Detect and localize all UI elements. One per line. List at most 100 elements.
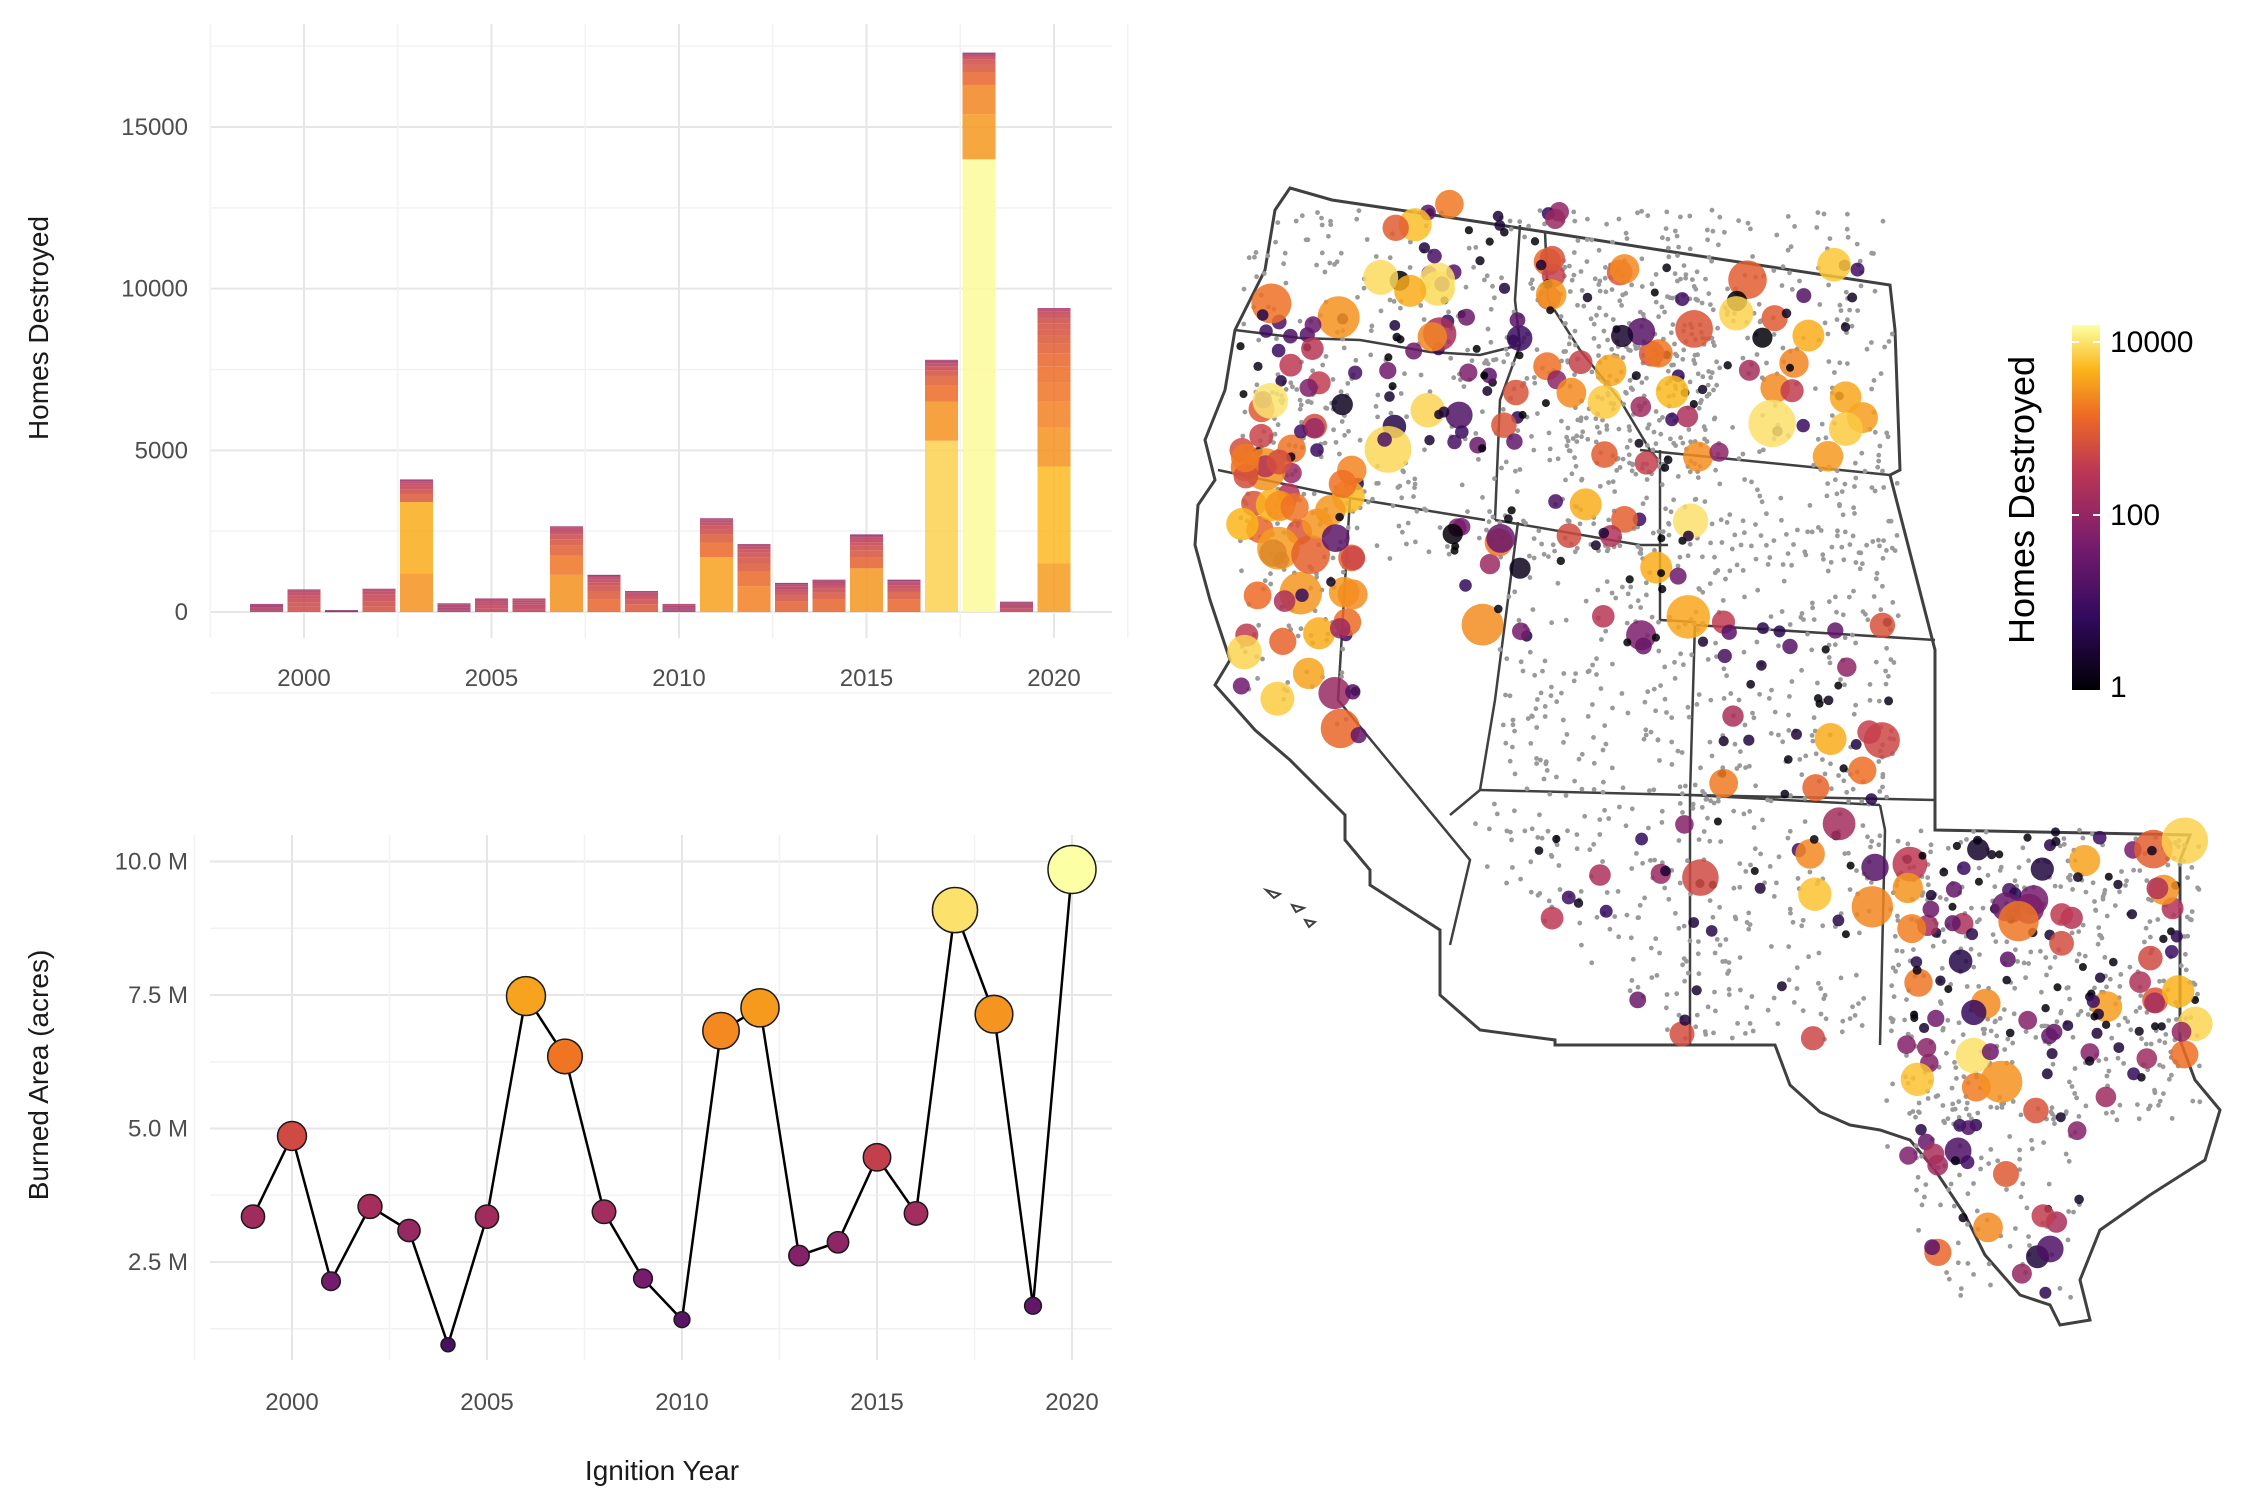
- fire-point: [1792, 319, 1825, 352]
- no-damage-fire-point: [1750, 710, 1755, 716]
- no-damage-fire-point: [1554, 699, 1560, 705]
- bar-segment-2011: [700, 529, 733, 535]
- no-damage-fire-point: [1647, 788, 1652, 794]
- no-damage-fire-point: [1414, 508, 1420, 514]
- no-damage-fire-point: [1594, 914, 1600, 920]
- fire-point: [2171, 1021, 2192, 1042]
- no-damage-fire-point: [1612, 489, 1618, 494]
- no-damage-fire-point: [1707, 898, 1713, 903]
- fire-point: [1459, 579, 1472, 592]
- no-damage-fire-point: [1320, 362, 1326, 368]
- fire-point: [1897, 914, 1927, 944]
- no-damage-fire-point: [1528, 741, 1534, 746]
- no-damage-fire-point: [1724, 673, 1729, 679]
- no-damage-fire-point: [1547, 446, 1553, 452]
- fire-point: [1389, 320, 1401, 331]
- bar-segment-2012: [737, 544, 771, 546]
- no-damage-fire-point: [1256, 337, 1262, 343]
- fire-point: [2104, 872, 2113, 881]
- bar-segment-2003: [400, 573, 433, 612]
- bar-segment-2020: [1037, 466, 1071, 564]
- no-damage-fire-point: [1916, 1100, 1922, 1106]
- fire-point: [1556, 377, 1587, 408]
- fire-point: [2165, 945, 2179, 959]
- no-damage-fire-point: [1827, 660, 1833, 666]
- fire-point: [1776, 981, 1787, 992]
- no-damage-fire-point: [1815, 525, 1821, 530]
- no-damage-fire-point: [1881, 485, 1887, 490]
- no-damage-fire-point: [1754, 352, 1760, 357]
- no-damage-fire-point: [2166, 1018, 2172, 1023]
- no-damage-fire-point: [1567, 263, 1572, 269]
- no-damage-fire-point: [2066, 1158, 2072, 1164]
- no-damage-fire-point: [1847, 1016, 1853, 1021]
- no-damage-fire-point: [1627, 988, 1633, 994]
- no-damage-fire-point: [1716, 242, 1721, 248]
- no-damage-fire-point: [1955, 1260, 1961, 1266]
- no-damage-fire-point: [1484, 527, 1489, 533]
- fire-point: [2162, 975, 2195, 1008]
- no-damage-fire-point: [1714, 382, 1720, 388]
- bar-segment-2011: [700, 522, 733, 526]
- fire-point: [1955, 1037, 1992, 1074]
- no-damage-fire-point: [1715, 325, 1720, 331]
- no-damage-fire-point: [1390, 503, 1396, 509]
- no-damage-fire-point: [1509, 837, 1514, 843]
- no-damage-fire-point: [1637, 902, 1643, 908]
- fire-point: [1427, 248, 1442, 264]
- no-damage-fire-point: [1677, 554, 1683, 560]
- bar-segment-2010: [662, 603, 696, 606]
- no-damage-fire-point: [2155, 917, 2161, 922]
- fire-point: [2062, 1020, 2074, 1031]
- no-damage-fire-point: [1635, 915, 1641, 921]
- burned-area-series-line: [251, 869, 1074, 1349]
- no-damage-fire-point: [1579, 942, 1584, 948]
- fire-point: [1479, 553, 1501, 575]
- no-damage-fire-point: [2190, 1098, 2196, 1104]
- no-damage-fire-point: [1412, 476, 1418, 482]
- no-damage-fire-point: [1564, 732, 1570, 737]
- bar-segment-2004: [437, 606, 471, 608]
- no-damage-fire-point: [1600, 859, 1605, 864]
- no-damage-fire-point: [2165, 862, 2171, 868]
- no-damage-fire-point: [1651, 787, 1657, 793]
- bar-segment-2014: [812, 585, 846, 589]
- no-damage-fire-point: [2043, 955, 2049, 960]
- fire-point: [1781, 308, 1792, 319]
- no-damage-fire-point: [1682, 978, 1687, 984]
- no-damage-fire-point: [1729, 546, 1735, 552]
- no-damage-fire-point: [1712, 950, 1718, 956]
- fire-point: [1552, 834, 1561, 844]
- no-damage-fire-point: [1674, 233, 1680, 239]
- no-damage-fire-point: [1811, 715, 1817, 721]
- fire-point: [1773, 625, 1786, 638]
- no-damage-fire-point: [1522, 828, 1528, 834]
- bar-segment-2016: [887, 581, 921, 583]
- no-damage-fire-point: [1610, 705, 1615, 711]
- no-damage-fire-point: [1376, 480, 1381, 486]
- no-damage-fire-point: [2026, 961, 2031, 966]
- no-damage-fire-point: [1597, 832, 1603, 837]
- no-damage-fire-point: [1842, 851, 1848, 856]
- no-damage-fire-point: [1877, 833, 1883, 839]
- no-damage-fire-point: [1998, 864, 2004, 870]
- no-damage-fire-point: [1345, 381, 1351, 386]
- no-damage-fire-point: [1769, 687, 1774, 693]
- no-damage-fire-point: [1980, 905, 1986, 911]
- burned-area-point-2012: [740, 988, 780, 1028]
- bar-segment-2017: [925, 375, 958, 386]
- no-damage-fire-point: [1731, 808, 1737, 814]
- no-damage-fire-point: [1844, 226, 1850, 232]
- no-damage-fire-point: [1590, 702, 1595, 707]
- no-damage-fire-point: [1298, 402, 1304, 408]
- no-damage-fire-point: [1880, 468, 1885, 474]
- fire-point: [1598, 527, 1610, 539]
- no-damage-fire-point: [1549, 684, 1554, 690]
- fire-point: [2113, 1042, 2125, 1053]
- no-damage-fire-point: [1638, 547, 1644, 552]
- no-damage-fire-point: [1572, 218, 1578, 224]
- fire-point: [2069, 845, 2101, 877]
- fire-point: [1780, 379, 1804, 403]
- no-damage-fire-point: [1648, 729, 1654, 735]
- bar-segment-2011: [700, 557, 733, 612]
